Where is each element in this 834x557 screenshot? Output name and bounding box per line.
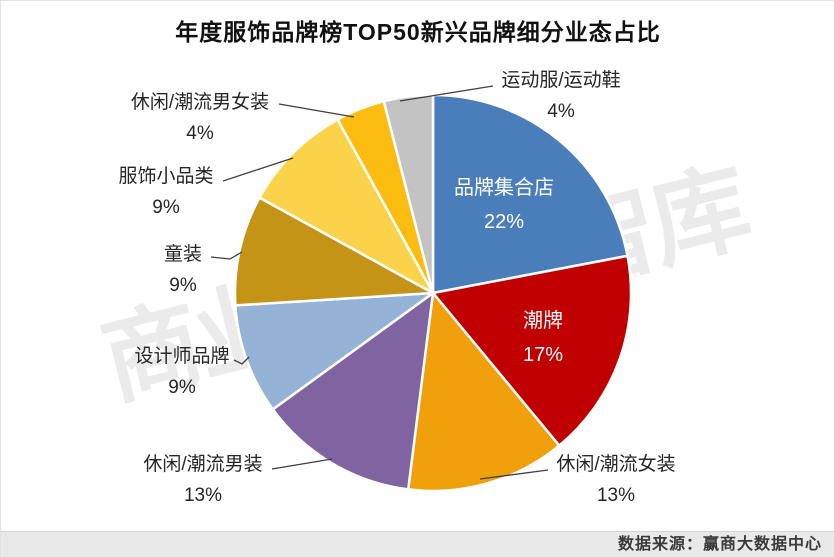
slice-label-name: 休闲/潮流女装 [556, 454, 676, 475]
slice-label-percent: 17% [522, 344, 564, 366]
slice-label-name: 童装 [163, 244, 202, 265]
slice-label-casual-trendy-unisex: 休闲/潮流男女装 4% [105, 87, 295, 149]
leader-line-designer-brand [233, 356, 250, 365]
slice-label-designer-brand: 设计师品牌 9% [87, 341, 277, 403]
slice-label-percent: 4% [547, 101, 575, 122]
slice-label-percent: 13% [183, 485, 223, 506]
slice-label-sportswear-sport-shoes: 运动服/运动鞋 4% [466, 65, 656, 127]
slice-label-percent: 4% [186, 123, 214, 144]
footer-bar: 数据来源：赢商大数据中心 [1, 531, 834, 557]
slice-label-name: 运动服/运动鞋 [501, 70, 621, 91]
leader-line-casual-trendy-unisex [278, 103, 355, 118]
slice-label-kidswear: 童装 9% [88, 239, 278, 301]
slice-label-casual-trendy-womenswear: 休闲/潮流女装 13% [521, 449, 711, 511]
slice-label-trendy-brand: 潮牌 17% [448, 304, 638, 372]
slice-label-name: 休闲/潮流男装 [143, 454, 263, 475]
slice-label-brand-collection-store: 品牌集合店 22% [409, 171, 599, 239]
pie-slice-apparel-small-categories [258, 118, 435, 295]
leader-line-kidswear [210, 251, 243, 260]
pie-slice-brand-collection-store [431, 93, 629, 295]
slice-label-name: 品牌集合店 [454, 177, 554, 199]
leader-line-sportswear-sport-shoes [399, 85, 494, 102]
slice-label-percent: 22% [483, 211, 525, 233]
chart-title: 年度服饰品牌榜TOP50新兴品牌细分业态占比 [175, 19, 661, 45]
slice-label-percent: 9% [152, 197, 180, 218]
data-source-label: 数据来源：赢商大数据中心 [617, 536, 822, 553]
leader-line-casual-trendy-womenswear [479, 469, 549, 480]
pie-slice-sportswear-sport-shoes [382, 93, 435, 295]
pie-slice-casual-trendy-womenswear [406, 291, 561, 493]
slice-label-percent: 9% [168, 377, 196, 398]
slice-label-name: 设计师品牌 [134, 346, 230, 367]
leader-line-casual-trendy-menswear [271, 458, 333, 470]
slice-label-percent: 13% [596, 485, 636, 506]
slice-label-casual-trendy-menswear: 休闲/潮流男装 13% [108, 449, 298, 511]
slice-label-name: 潮牌 [523, 310, 563, 332]
slice-label-name: 休闲/潮流男女装 [130, 92, 270, 113]
pie-slice-casual-trendy-menswear [271, 291, 435, 491]
slice-label-name: 服饰小品类 [118, 166, 214, 187]
slice-label-percent: 9% [169, 275, 197, 296]
slice-label-apparel-small-categories: 服饰小品类 9% [71, 161, 261, 223]
leader-line-apparel-small-categories [222, 157, 294, 182]
pie-slice-trendy-brand [431, 254, 633, 447]
pie-slice-kidswear [233, 196, 435, 307]
